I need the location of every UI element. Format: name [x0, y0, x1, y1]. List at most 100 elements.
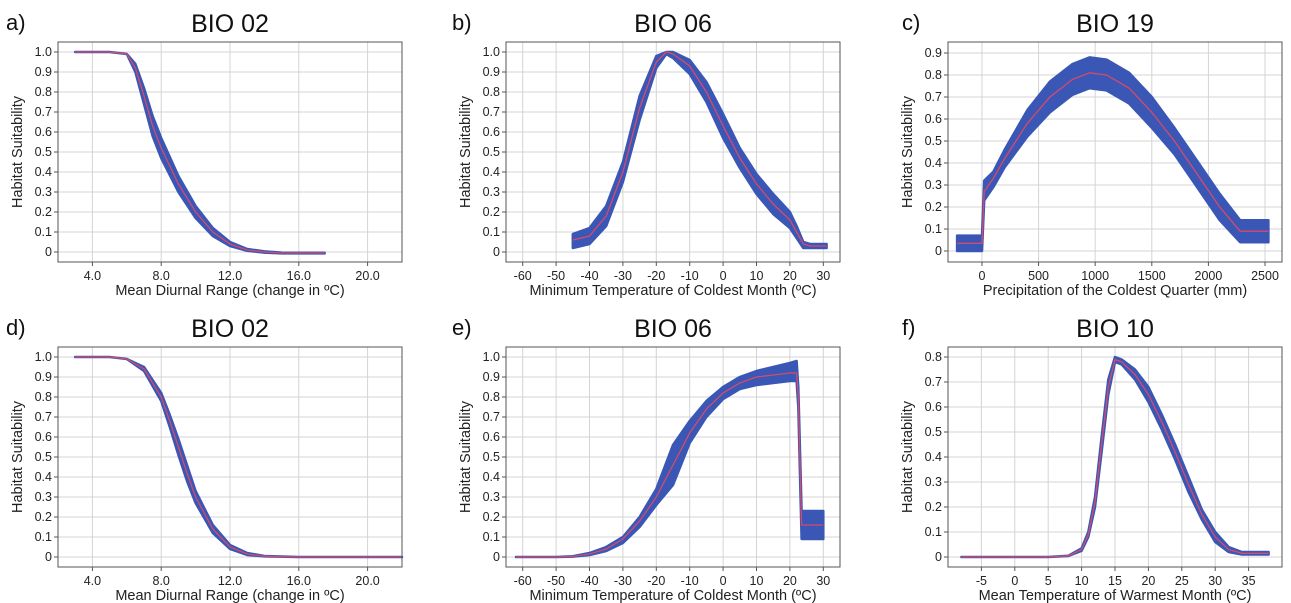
x-tick-label: 10 — [1075, 574, 1089, 588]
y-tick-label: 0.9 — [483, 370, 500, 384]
y-axis-label: Habitat Suitability — [10, 400, 26, 513]
chart-title: BIO 02 — [191, 10, 269, 38]
panel-label: a) — [6, 10, 26, 35]
panel-label: f) — [902, 315, 915, 340]
x-axis-label: Mean Diurnal Range (change in ºC) — [115, 588, 344, 603]
y-tick-label: 0.7 — [925, 90, 942, 104]
x-tick-label: 8.0 — [153, 574, 170, 588]
y-tick-label: 0.8 — [925, 68, 942, 82]
y-tick-label: 1.0 — [483, 45, 500, 59]
x-tick-label: 30 — [816, 574, 830, 588]
x-tick-label: -50 — [547, 574, 565, 588]
x-tick-label: 30 — [1208, 574, 1222, 588]
y-tick-label: 0 — [935, 244, 942, 258]
y-tick-label: 0.7 — [483, 410, 500, 424]
y-tick-label: 0.7 — [483, 105, 500, 119]
x-tick-label: -40 — [580, 269, 598, 283]
y-tick-label: 0.3 — [925, 475, 942, 489]
y-tick-label: 0.6 — [483, 430, 500, 444]
y-tick-label: 0.2 — [925, 200, 942, 214]
y-tick-label: 0.4 — [925, 450, 942, 464]
y-axis-label: Habitat Suitability — [10, 95, 26, 208]
x-tick-label: 20 — [783, 269, 797, 283]
x-tick-label: 2500 — [1251, 269, 1279, 283]
x-tick-label: 12.0 — [218, 574, 242, 588]
y-tick-label: 0.9 — [35, 370, 52, 384]
y-tick-label: 0.2 — [35, 205, 52, 219]
x-tick-label: 500 — [1028, 269, 1049, 283]
y-tick-label: 0.5 — [35, 450, 52, 464]
x-tick-label: 0 — [978, 269, 985, 283]
chart-panel-f: f) BIO 10 -5 0 5 10 15 20 25 30 35 0 0.1 0.2 0.3 0.4 0.5… — [900, 315, 1283, 603]
y-tick-label: 0.3 — [483, 490, 500, 504]
x-tick-label: 1500 — [1138, 269, 1166, 283]
x-tick-label: 16.0 — [287, 574, 311, 588]
panel-label: e) — [452, 315, 472, 340]
y-tick-label: 0.7 — [35, 105, 52, 119]
x-axis-label: Mean Temperature of Warmest Month (ºC) — [979, 588, 1252, 603]
chart-panel-c: c) BIO 19 0 500 1000 1500 2000 2500 0 0.1 0.2 0.3 0.… — [900, 10, 1283, 299]
y-tick-label: 0.8 — [35, 390, 52, 404]
y-tick-label: 0.4 — [483, 165, 500, 179]
x-tick-label: 4.0 — [84, 574, 101, 588]
x-tick-label: 16.0 — [287, 269, 311, 283]
y-tick-label: 0.3 — [925, 178, 942, 192]
chart-panel-b: b) BIO 06 -60 -50 -40 -30 -20 -10 0 10 20 30 0 0.1 0.2… — [452, 10, 841, 299]
plot-frame — [947, 41, 1283, 263]
y-tick-label: 0.2 — [483, 510, 500, 524]
y-axis-label: Habitat Suitability — [900, 95, 916, 208]
y-tick-label: 0.6 — [925, 400, 942, 414]
y-tick-label: 0.8 — [35, 85, 52, 99]
x-tick-label: 2000 — [1195, 269, 1223, 283]
x-tick-label: -30 — [614, 269, 632, 283]
y-tick-label: 0.7 — [35, 410, 52, 424]
x-tick-label: 35 — [1242, 574, 1256, 588]
x-tick-label: 20 — [783, 574, 797, 588]
mean-response-line — [961, 358, 1269, 558]
y-tick-label: 0 — [493, 550, 500, 564]
y-tick-label: 0 — [493, 245, 500, 259]
y-tick-label: 0.1 — [483, 530, 500, 544]
x-tick-label: 12.0 — [218, 269, 242, 283]
x-tick-label: 25 — [1175, 574, 1189, 588]
y-tick-label: 1.0 — [35, 45, 52, 59]
y-axis-label: Habitat Suitability — [458, 400, 474, 513]
x-axis-label: Precipitation of the Coldest Quarter (mm… — [983, 283, 1247, 299]
x-tick-label: 15 — [1108, 574, 1122, 588]
x-tick-label: -20 — [647, 574, 665, 588]
y-tick-label: 1.0 — [35, 350, 52, 364]
x-tick-label: -50 — [547, 269, 565, 283]
mean-response-line — [75, 51, 325, 254]
x-tick-label: 5 — [1045, 574, 1052, 588]
y-tick-label: 0.1 — [925, 525, 942, 539]
y-tick-label: 0 — [45, 550, 52, 564]
y-tick-label: 0.2 — [925, 500, 942, 514]
y-tick-label: 1.0 — [483, 350, 500, 364]
chart-panel-d: d) BIO 02 4.0 8.0 12.0 16.0 20.0 0 0.1 0.2 0.3 0.4 0… — [6, 315, 404, 603]
y-tick-label: 0.6 — [925, 112, 942, 126]
x-tick-label: 0 — [1011, 574, 1018, 588]
y-axis-label: Habitat Suitability — [458, 95, 474, 208]
chart-panel-e: e) BIO 06 -60 -50 -40 -30 -20 -10 0 10 20 30 0 0.1 0.2… — [452, 315, 841, 603]
y-tick-label: 0 — [935, 550, 942, 564]
panel-label: b) — [452, 10, 472, 35]
mean-response-line — [572, 51, 827, 247]
chart-panel-a: a) BIO 02 4.0 8.0 12.0 16.0 20.0 0 0.1 0.2 0.3 0.4 0… — [6, 10, 403, 299]
chart-title: BIO 19 — [1076, 10, 1154, 38]
y-tick-label: 0.9 — [925, 46, 942, 60]
confidence-band — [955, 56, 1270, 253]
mean-response-line — [75, 356, 402, 558]
x-tick-label: -60 — [514, 269, 532, 283]
x-tick-label: -5 — [976, 574, 987, 588]
y-tick-label: 0.9 — [35, 65, 52, 79]
y-tick-label: 0.9 — [483, 65, 500, 79]
y-tick-label: 0.5 — [925, 425, 942, 439]
x-tick-label: -60 — [514, 574, 532, 588]
mean-response-line — [516, 372, 824, 558]
x-tick-label: 4.0 — [84, 269, 101, 283]
x-tick-label: 30 — [816, 269, 830, 283]
y-tick-label: 0.8 — [483, 390, 500, 404]
chart-title: BIO 02 — [191, 315, 269, 343]
y-tick-label: 0.5 — [483, 450, 500, 464]
